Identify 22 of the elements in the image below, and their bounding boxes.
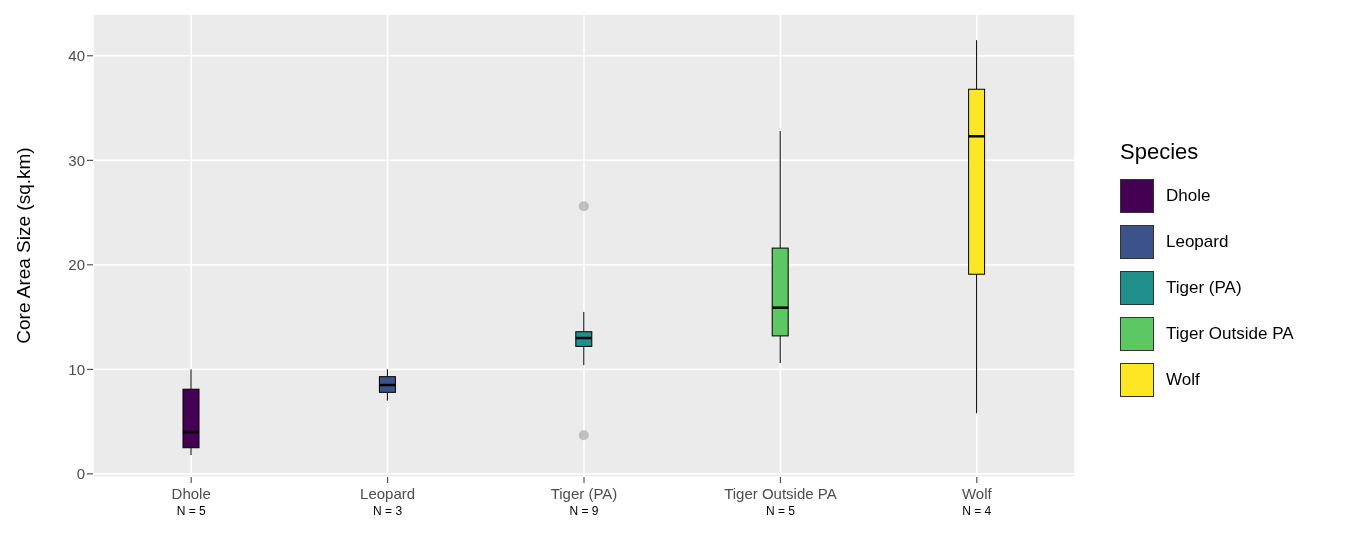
legend-title: Species xyxy=(1120,138,1200,165)
y-tick-label: 40 xyxy=(68,47,85,65)
y-axis-title: Core Area Size (sq.km) xyxy=(12,147,34,344)
text: N = 5 xyxy=(765,504,796,518)
legend-label: Tiger (PA) xyxy=(1166,277,1242,298)
text: N = 9 xyxy=(569,504,599,518)
legend-label: Leopard xyxy=(1166,231,1229,252)
x-tick-label: Leopard xyxy=(360,485,416,502)
y-tick-label: 30 xyxy=(68,151,85,169)
legend-label: Tiger Outside PA xyxy=(1166,323,1294,344)
text: N = 5 xyxy=(176,504,207,518)
y-tick-label: 0 xyxy=(76,465,85,483)
text: N = 3 xyxy=(373,504,403,518)
x-tick-label: Wolf xyxy=(961,485,993,502)
legend-label: Wolf xyxy=(1166,369,1200,390)
x-tick-label: Dhole xyxy=(171,485,211,502)
x-tick-label: Tiger Outside PA xyxy=(724,485,837,502)
legend-label: Dhole xyxy=(1166,185,1211,206)
y-tick-label: 10 xyxy=(68,360,85,378)
x-tick-label: Tiger (PA) xyxy=(550,485,618,502)
y-tick-label: 20 xyxy=(68,256,85,274)
text: N = 4 xyxy=(962,504,992,518)
